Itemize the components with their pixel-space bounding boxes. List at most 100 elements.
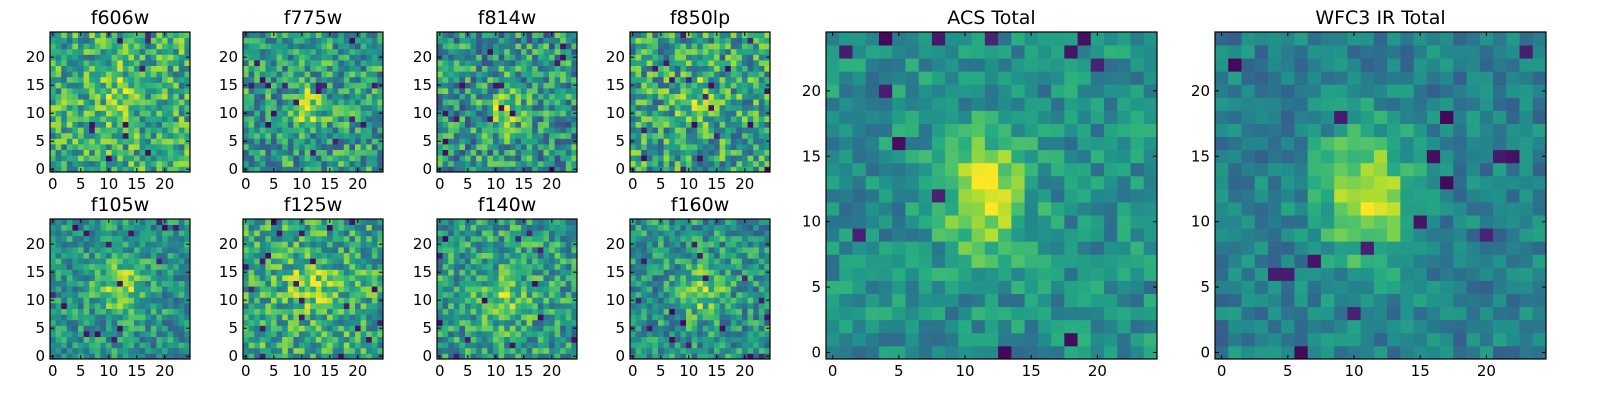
heatmap-cell — [134, 314, 140, 321]
heatmap-cell — [50, 342, 56, 349]
heatmap-cell — [764, 336, 771, 343]
heatmap-cell — [719, 342, 726, 349]
heatmap-cell — [635, 93, 642, 100]
heatmap-cell — [276, 286, 283, 293]
heatmap-cell — [630, 104, 636, 111]
heatmap-cell — [742, 138, 748, 145]
heatmap-cell — [332, 224, 339, 231]
heatmap-cell — [571, 303, 578, 309]
heatmap-cell — [343, 93, 350, 100]
heatmap-cell — [697, 314, 704, 321]
heatmap-cell — [465, 275, 471, 281]
heatmap-cell — [293, 54, 300, 61]
heatmap-cell — [630, 127, 636, 134]
heatmap-cell — [652, 82, 659, 89]
heatmap-cell — [128, 308, 135, 315]
heatmap-cell — [167, 82, 174, 89]
heatmap-cell — [448, 258, 455, 265]
heatmap-cell — [265, 353, 272, 360]
heatmap-cell — [758, 342, 765, 349]
heatmap-cell — [476, 149, 483, 156]
heatmap-cell — [747, 149, 754, 156]
heatmap-cell — [758, 43, 765, 50]
heatmap-cell — [156, 138, 163, 145]
heatmap-cell — [453, 235, 460, 242]
heatmap-cell — [61, 347, 68, 354]
heatmap-cell — [702, 76, 709, 83]
heatmap-cell — [259, 297, 266, 304]
heatmap-cell — [509, 104, 516, 111]
heatmap-cell — [178, 132, 185, 139]
heatmap-cell — [78, 303, 84, 309]
heatmap-cell — [117, 99, 124, 106]
heatmap-cell — [476, 347, 483, 354]
heatmap-cell — [674, 280, 681, 287]
heatmap-cell — [254, 347, 261, 354]
heatmap-cell — [509, 303, 516, 309]
heatmap-cell — [134, 247, 140, 253]
heatmap-cell — [243, 235, 249, 242]
heatmap-cell — [526, 116, 533, 122]
heatmap-cell — [635, 280, 642, 287]
heatmap-cell — [360, 219, 367, 225]
heatmap-cell — [736, 88, 743, 94]
heatmap-cell — [481, 76, 488, 83]
heatmap-cell — [543, 116, 550, 122]
heatmap-cell — [459, 37, 466, 44]
heatmap-cell — [758, 336, 765, 343]
heatmap-cell — [437, 160, 443, 167]
heatmap-cell — [504, 110, 511, 117]
heatmap-cell — [299, 144, 305, 150]
heatmap-cell — [697, 308, 704, 315]
heatmap-cell — [658, 331, 664, 337]
heatmap-cell — [156, 166, 163, 173]
heatmap-cell — [150, 269, 157, 276]
heatmap-cell — [565, 308, 572, 315]
heatmap-cell — [725, 286, 732, 293]
heatmap-cell — [498, 325, 505, 332]
heatmap-cell — [276, 93, 283, 100]
heatmap-cell — [61, 160, 68, 167]
heatmap-cell — [537, 325, 544, 332]
heatmap-cell — [338, 342, 345, 349]
heatmap-cell — [470, 342, 477, 349]
heatmap-cell — [349, 297, 356, 304]
heatmap-cell — [725, 144, 732, 150]
heatmap-cell — [437, 314, 443, 321]
heatmap-cell — [254, 93, 261, 100]
heatmap-cell — [521, 93, 527, 100]
heatmap-cell — [509, 60, 516, 66]
heatmap-cell — [646, 76, 653, 83]
heatmap-cell — [282, 303, 289, 309]
heatmap-cell — [725, 48, 732, 55]
heatmap-cell — [641, 60, 648, 66]
heatmap-cell — [321, 127, 328, 134]
heatmap-cell — [55, 342, 62, 349]
heatmap-cell — [117, 241, 124, 248]
heatmap-cell — [719, 275, 726, 281]
heatmap-cell — [321, 88, 328, 94]
heatmap-cell — [178, 104, 185, 111]
heatmap-cell — [321, 347, 328, 354]
heatmap-cell — [293, 280, 300, 287]
heatmap-cell — [128, 144, 135, 150]
heatmap-cell — [162, 342, 168, 349]
heatmap-cell — [178, 110, 185, 117]
heatmap-cell — [521, 144, 527, 150]
heatmap-cell — [94, 48, 101, 55]
heatmap-cell — [470, 88, 477, 94]
heatmap-cell — [498, 149, 505, 156]
heatmap-cell — [442, 76, 449, 83]
heatmap-cell — [343, 319, 350, 326]
heatmap-cell — [515, 116, 522, 122]
heatmap-cell — [315, 286, 322, 293]
heatmap-cell — [481, 110, 488, 117]
heatmap-cell — [128, 149, 135, 156]
heatmap-cell — [259, 280, 266, 287]
heatmap-cell — [287, 230, 294, 237]
heatmap-cell — [377, 93, 384, 100]
heatmap-cell — [377, 280, 384, 287]
heatmap-cell — [714, 54, 720, 61]
heatmap-cell — [321, 336, 328, 343]
heatmap-cell — [686, 127, 692, 134]
